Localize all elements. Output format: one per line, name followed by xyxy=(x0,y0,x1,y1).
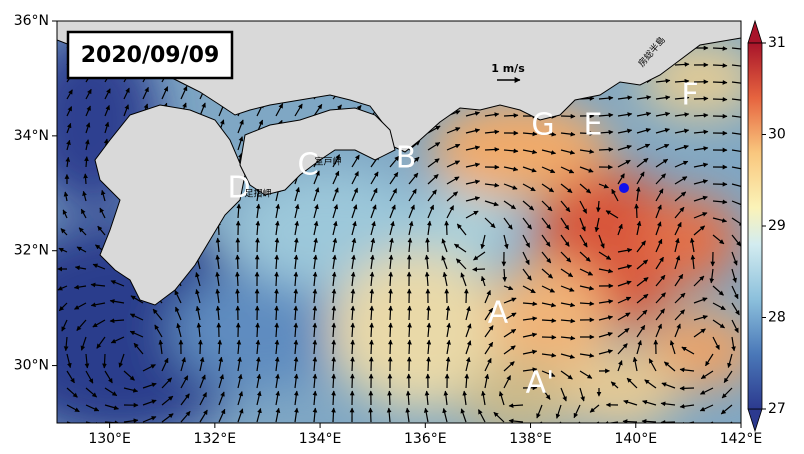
vector xyxy=(446,221,447,235)
vector xyxy=(636,204,637,218)
vector xyxy=(504,115,518,116)
y-tick-label: 32°N xyxy=(14,243,49,259)
vector xyxy=(390,340,391,354)
vector xyxy=(390,323,391,337)
vector xyxy=(473,269,485,270)
vector xyxy=(257,238,258,252)
place-name: 室戸岬 xyxy=(314,156,341,168)
date-label: 2020/09/09 xyxy=(81,43,220,68)
scale-label: 1 m/s xyxy=(491,62,525,75)
region-label: A' xyxy=(526,366,555,401)
colorbar-body xyxy=(748,43,762,409)
vector xyxy=(85,174,86,184)
vector xyxy=(333,408,334,422)
colorbar-extend-top xyxy=(748,21,762,43)
y-tick-label: 36°N xyxy=(14,13,49,29)
vector xyxy=(623,421,637,422)
vector xyxy=(237,289,238,303)
vector xyxy=(389,391,390,405)
vector xyxy=(237,272,238,286)
region-label: B xyxy=(396,141,417,176)
vector xyxy=(428,306,429,320)
vector xyxy=(466,289,467,303)
vector xyxy=(409,323,410,337)
vector xyxy=(675,64,689,65)
vector xyxy=(333,391,334,405)
x-tick-label: 142°E xyxy=(720,431,763,447)
vector xyxy=(542,320,556,321)
region-label: D xyxy=(227,171,250,206)
y-tick-label: 34°N xyxy=(14,128,49,144)
x-tick-label: 136°E xyxy=(404,431,447,447)
region-label: F xyxy=(681,78,698,113)
vector xyxy=(713,99,727,100)
vector xyxy=(427,238,428,252)
colorbar-tick-label: 31 xyxy=(768,35,786,51)
vector xyxy=(370,408,371,422)
vector xyxy=(352,340,353,354)
x-tick-label: 130°E xyxy=(88,431,131,447)
vector xyxy=(390,289,391,303)
vector xyxy=(713,82,727,83)
vector xyxy=(86,157,87,167)
region-label: E xyxy=(584,108,603,143)
region-label: A xyxy=(488,296,509,331)
vector xyxy=(713,48,727,49)
colorbar-tick-label: 28 xyxy=(768,310,786,326)
place-name: 足摺岬 xyxy=(244,188,271,200)
vector xyxy=(237,255,238,269)
vector xyxy=(276,272,277,286)
map-area xyxy=(0,20,760,440)
colorbar-tick-label: 30 xyxy=(768,127,786,143)
vector xyxy=(371,323,372,337)
region-label: G xyxy=(531,108,554,143)
vector xyxy=(599,149,613,150)
vector xyxy=(485,149,499,150)
vector xyxy=(409,306,410,320)
x-tick-label: 132°E xyxy=(194,431,237,447)
vector xyxy=(661,422,675,423)
x-tick-label: 134°E xyxy=(299,431,342,447)
vector xyxy=(352,357,353,371)
vector xyxy=(713,65,727,66)
y-tick-label: 30°N xyxy=(14,358,49,374)
colorbar: 27 28 29 30 31 xyxy=(748,21,786,431)
vector xyxy=(371,340,372,354)
colorbar-extend-bottom xyxy=(748,409,762,431)
vector xyxy=(200,340,201,354)
vector xyxy=(390,306,391,320)
vector xyxy=(104,354,105,368)
vector xyxy=(428,357,429,371)
vector xyxy=(409,340,410,354)
vector xyxy=(257,323,258,337)
vector xyxy=(276,306,277,320)
x-tick-label: 138°E xyxy=(509,431,552,447)
colorbar-tick-label: 27 xyxy=(768,401,786,417)
vector xyxy=(276,289,277,303)
x-tick-label: 140°E xyxy=(614,431,657,447)
station-marker xyxy=(619,183,629,193)
colorbar-tick-label: 29 xyxy=(768,218,786,234)
